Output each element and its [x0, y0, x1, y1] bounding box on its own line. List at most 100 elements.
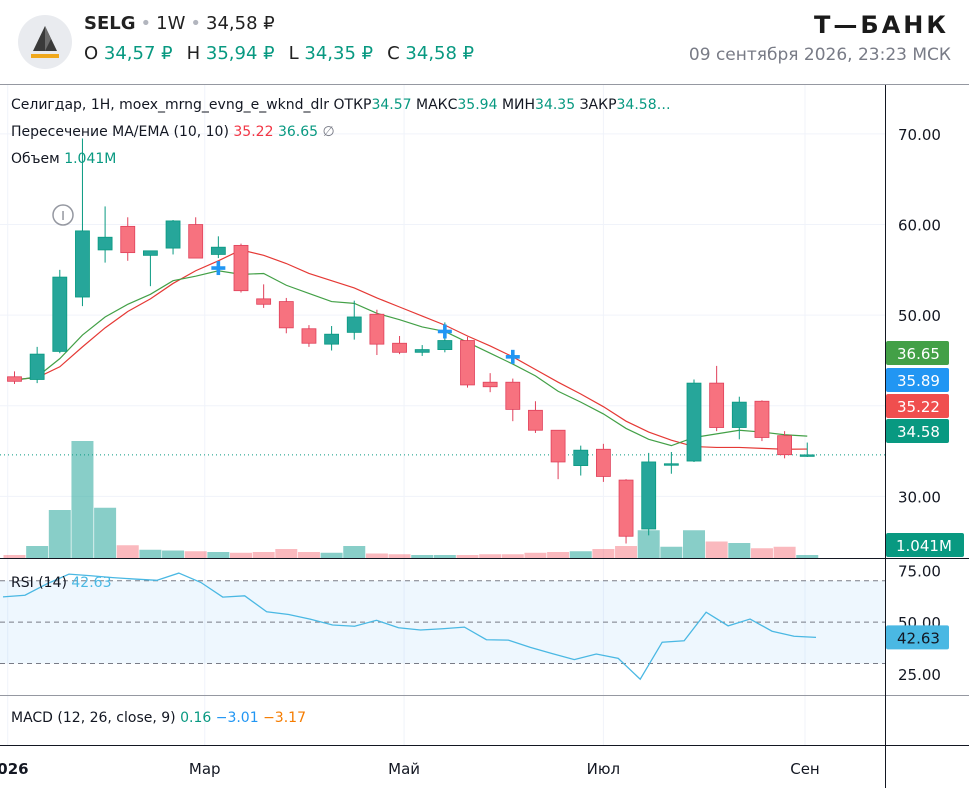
company-logo [18, 15, 72, 69]
volume-bar [456, 555, 479, 558]
candle-body [142, 250, 158, 256]
price-label-text: 34.58 [897, 423, 940, 441]
volume-bar [773, 546, 796, 558]
price-label: 35.22 [886, 394, 949, 418]
volume-bar [433, 555, 456, 558]
volume-bar [683, 530, 705, 558]
volume-bar [343, 546, 366, 558]
legend-rsi-label: RSI (14) [11, 575, 67, 591]
legend-volume-label: Объем [11, 151, 60, 167]
indicator-lines [0, 249, 885, 456]
legend-symbol-line: Селигдар, 1Н, moex_mrng_evng_e_wknd_dlr … [11, 97, 671, 113]
volume-bar [252, 552, 275, 558]
legend-macd-hist: −3.17 [263, 710, 306, 726]
ma-line [14, 249, 808, 450]
volume-bar [547, 552, 570, 558]
price-chart[interactable]: I 75.00 50.00 25.00 42.63 70.00 60.00 50.00 30… [0, 85, 969, 788]
legend-high-label: МАКС [416, 97, 458, 113]
volume-label-bg [886, 533, 964, 557]
legend-open-label: ОТКР [333, 97, 372, 113]
brand-logo: Т—БАНК [814, 11, 949, 39]
volume-bar [94, 507, 117, 558]
legend-volume-line: Объем 1.041M [11, 151, 116, 167]
volume-bar [116, 545, 139, 558]
price-label-text: 35.22 [897, 398, 940, 416]
rsi-price-label: 42.63 [886, 625, 949, 650]
volume-bar [705, 541, 728, 558]
price-label-text: 36.65 [897, 345, 940, 363]
price-axis: 70.00 60.00 50.00 30.00 36.65 35.89 35.22 34.58… [886, 126, 964, 557]
volume-bar [184, 551, 207, 558]
legend-macd-value: 0.16 [180, 710, 212, 726]
legend-rsi-line: RSI (14) 42.63 [11, 575, 111, 591]
volume-bar [479, 554, 502, 558]
chart-frame[interactable]: I 75.00 50.00 25.00 42.63 70.00 60.00 50.00 30… [0, 84, 969, 788]
chart-grid [0, 85, 969, 788]
legend-ma-extra: ∅ [322, 124, 335, 140]
event-circle [52, 204, 74, 226]
volume-bar [207, 552, 230, 558]
legend-ma-label: Пересечение MA/EMA (10, 10) [11, 124, 229, 140]
legend-macd-line: MACD (12, 26, close, 9) 0.16 −3.01 −3.17 [11, 710, 306, 726]
legend-ma-line: Пересечение MA/EMA (10, 10) 35.22 36.65 … [11, 124, 335, 140]
volume-bar [275, 549, 298, 558]
volume-bar [3, 555, 26, 558]
volume-bar [728, 543, 751, 558]
candle-body [663, 463, 679, 466]
seligdar-logo-icon [31, 26, 59, 58]
time-tick-label: 2026 [0, 760, 29, 778]
ohlc-low-value: 34,35 ₽ [304, 43, 374, 64]
ohlc-low-key: L [288, 43, 299, 64]
rsi-tick-label: 75.00 [898, 562, 941, 580]
candle-body [165, 220, 181, 249]
volume-label-text: 1.041M [896, 537, 952, 555]
candle-body [460, 340, 475, 386]
legend-symbol: Селигдар, 1Н, moex_mrng_evng_e_wknd_dlr [11, 97, 330, 113]
candle-body [233, 244, 249, 292]
event-label: I [61, 209, 65, 223]
volume-bar [139, 549, 162, 558]
cross-bar [505, 355, 520, 359]
legend-ema-value: 36.65 [277, 124, 319, 140]
candle-body [7, 376, 22, 382]
time-tick-label: Июл [587, 760, 620, 778]
candle-body [799, 454, 815, 457]
volume-bars [3, 441, 819, 558]
cross-bar [211, 266, 226, 270]
candle-body [301, 328, 317, 344]
candle-body [482, 381, 498, 388]
ticker-line: SELG • 1W • 34,58 ₽ [84, 13, 275, 34]
volume-bar [501, 554, 524, 558]
price-tick-label: 30.00 [898, 488, 941, 506]
price-label-bg [886, 341, 949, 365]
candle-body [596, 448, 611, 477]
candle-body [29, 353, 45, 380]
legend-macd-signal: −3.01 [215, 710, 259, 726]
volume-bar [162, 550, 185, 558]
legend-low-label: МИН [501, 97, 536, 113]
legend-close-label: ЗАКР [579, 97, 617, 113]
ticker-symbol: SELG [84, 13, 136, 34]
volume-bar [230, 552, 252, 558]
rsi-line [2, 572, 817, 681]
volume-bar [411, 555, 434, 558]
candle-body [573, 449, 589, 466]
candle-body [52, 276, 68, 352]
time-tick-label: Мар [189, 760, 221, 778]
time-tick-label: Май [388, 760, 420, 778]
price-label-text: 35.89 [897, 372, 940, 390]
candle-body [369, 313, 385, 345]
price-label: 36.65 [886, 341, 949, 365]
rsi-label-text: 42.63 [897, 629, 940, 647]
legend-macd-label: MACD (12, 26, close, 9) [11, 710, 176, 726]
volume-bar [388, 554, 411, 558]
ema-line [14, 270, 808, 447]
volume-bar [637, 530, 660, 558]
ma-cross-marker [437, 324, 452, 339]
volume-label: 1.041M [886, 533, 964, 557]
candle-body [75, 230, 90, 298]
price-tick-label: 50.00 [898, 307, 941, 325]
volume-bar [524, 552, 547, 558]
legend-low-value: 34.35 [535, 97, 576, 113]
time-tick-label: Сен [790, 760, 820, 778]
